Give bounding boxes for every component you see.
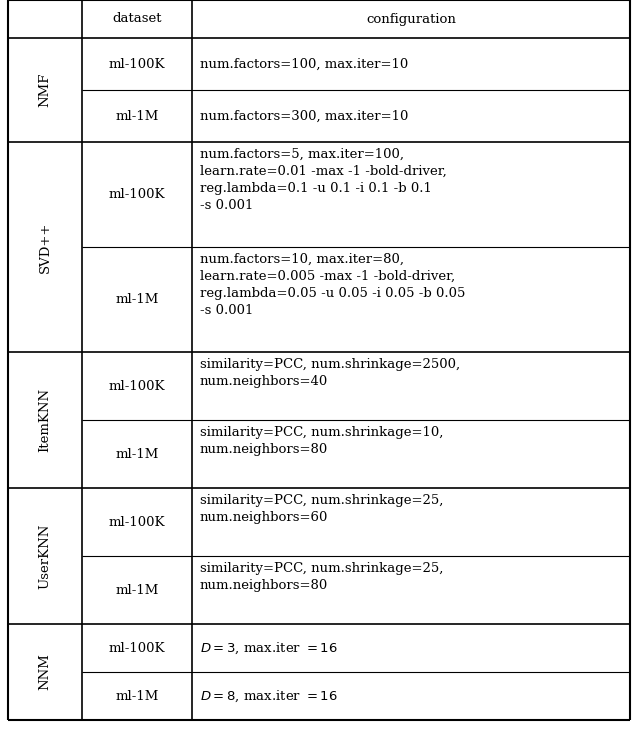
Text: num.factors=10, max.iter=80,
learn.rate=0.005 -max -1 -bold-driver,
reg.lambda=0: num.factors=10, max.iter=80, learn.rate=… bbox=[200, 253, 465, 317]
Text: num.factors=300, max.iter=10: num.factors=300, max.iter=10 bbox=[200, 109, 408, 123]
Text: $D = 8$, max.iter $= 16$: $D = 8$, max.iter $= 16$ bbox=[200, 688, 338, 704]
Text: similarity=PCC, num.shrinkage=2500,
num.neighbors=40: similarity=PCC, num.shrinkage=2500, num.… bbox=[200, 358, 460, 388]
Text: ml-100K: ml-100K bbox=[109, 516, 165, 528]
Text: ml-1M: ml-1M bbox=[115, 293, 159, 306]
Text: configuration: configuration bbox=[366, 13, 456, 26]
Text: NNM: NNM bbox=[38, 653, 51, 690]
Text: dataset: dataset bbox=[112, 13, 162, 26]
Text: similarity=PCC, num.shrinkage=10,
num.neighbors=80: similarity=PCC, num.shrinkage=10, num.ne… bbox=[200, 426, 444, 456]
Text: UserKNN: UserKNN bbox=[38, 523, 51, 589]
Text: NMF: NMF bbox=[38, 73, 51, 107]
Text: ml-1M: ml-1M bbox=[115, 448, 159, 460]
Text: SVD++: SVD++ bbox=[38, 221, 51, 273]
Text: num.factors=5, max.iter=100,
learn.rate=0.01 -max -1 -bold-driver,
reg.lambda=0.: num.factors=5, max.iter=100, learn.rate=… bbox=[200, 148, 447, 212]
Text: ml-1M: ml-1M bbox=[115, 584, 159, 596]
Text: similarity=PCC, num.shrinkage=25,
num.neighbors=60: similarity=PCC, num.shrinkage=25, num.ne… bbox=[200, 494, 444, 524]
Text: ml-100K: ml-100K bbox=[109, 58, 165, 70]
Text: $D = 3$, max.iter $= 16$: $D = 3$, max.iter $= 16$ bbox=[200, 640, 338, 655]
Text: ItemKNN: ItemKNN bbox=[38, 388, 51, 452]
Text: ml-1M: ml-1M bbox=[115, 689, 159, 703]
Text: ml-100K: ml-100K bbox=[109, 188, 165, 201]
Text: ml-100K: ml-100K bbox=[109, 380, 165, 392]
Text: num.factors=100, max.iter=10: num.factors=100, max.iter=10 bbox=[200, 58, 408, 70]
Text: ml-100K: ml-100K bbox=[109, 641, 165, 655]
Text: ml-1M: ml-1M bbox=[115, 109, 159, 123]
Text: similarity=PCC, num.shrinkage=25,
num.neighbors=80: similarity=PCC, num.shrinkage=25, num.ne… bbox=[200, 562, 444, 592]
